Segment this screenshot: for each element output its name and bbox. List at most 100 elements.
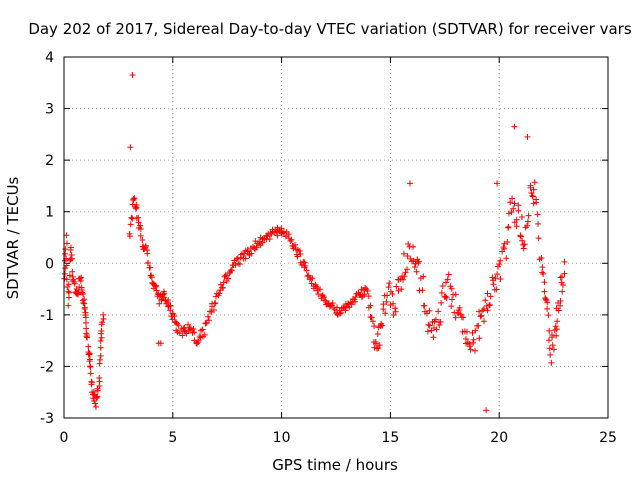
data-point (529, 192, 536, 199)
data-point (428, 327, 435, 334)
data-point (542, 296, 549, 303)
data-point (524, 222, 531, 229)
data-point (550, 346, 557, 353)
data-point (287, 238, 294, 245)
data-point (278, 225, 285, 232)
data-point (317, 286, 324, 293)
data-point (510, 205, 517, 212)
data-point (410, 257, 417, 264)
data-point (545, 312, 552, 319)
data-point (486, 302, 493, 309)
data-point (348, 301, 355, 308)
data-point (365, 293, 372, 300)
data-point (96, 375, 103, 382)
data-point (528, 190, 535, 197)
data-point (92, 400, 99, 407)
data-point (296, 248, 303, 255)
data-point (549, 342, 556, 349)
data-point (144, 250, 151, 257)
data-point (524, 133, 531, 140)
data-point (527, 182, 534, 189)
data-point (374, 330, 381, 337)
data-point (487, 293, 494, 300)
data-point (375, 344, 382, 351)
data-point (515, 207, 522, 214)
data-point (93, 394, 100, 401)
data-point (67, 246, 74, 253)
data-point (387, 302, 394, 309)
data-point (329, 300, 336, 307)
data-point (100, 311, 107, 318)
data-point (390, 312, 397, 319)
data-point (497, 257, 504, 264)
data-point (426, 307, 433, 314)
data-point (559, 282, 566, 289)
y-tick-label: 2 (45, 153, 54, 169)
data-point (463, 328, 470, 335)
data-point (62, 265, 69, 272)
data-point (80, 291, 87, 298)
data-point (505, 224, 512, 231)
data-point (511, 200, 518, 207)
data-point (466, 343, 473, 350)
data-point (472, 327, 479, 334)
data-point (411, 263, 418, 270)
data-point (341, 304, 348, 311)
data-point (420, 273, 427, 280)
data-point (559, 288, 566, 295)
data-point (504, 239, 511, 246)
data-point (535, 220, 542, 227)
data-point (508, 209, 515, 216)
data-point (384, 292, 391, 299)
data-point (288, 236, 295, 243)
data-point (367, 302, 374, 309)
data-point (137, 225, 144, 232)
y-tick-label: 3 (45, 102, 54, 118)
data-point (513, 216, 520, 223)
y-tick-label: -3 (40, 411, 54, 427)
data-point (220, 279, 227, 286)
data-point (156, 300, 163, 307)
data-point (173, 319, 180, 326)
data-point (171, 313, 178, 320)
data-point (191, 329, 198, 336)
data-point (274, 232, 281, 239)
x-tick-label: 20 (490, 430, 508, 446)
data-point (99, 319, 106, 326)
data-point (533, 196, 540, 203)
data-point (266, 236, 273, 243)
data-point (470, 336, 477, 343)
data-point (515, 202, 522, 209)
data-point (471, 347, 478, 354)
data-point (419, 287, 426, 294)
data-point (371, 323, 378, 330)
x-axis-label: GPS time / hours (272, 456, 398, 474)
data-point (205, 313, 212, 320)
data-point (216, 290, 223, 297)
data-point (302, 262, 309, 269)
data-point (321, 294, 328, 301)
data-point (549, 334, 556, 341)
data-point (128, 214, 135, 221)
data-point (373, 340, 380, 347)
data-point (535, 235, 542, 242)
data-point (130, 195, 137, 202)
data-point (553, 326, 560, 333)
data-point (87, 370, 94, 377)
y-axis-label: SDTVAR / TECUs (4, 176, 22, 299)
data-point (521, 241, 528, 248)
data-point (74, 290, 81, 297)
data-point (185, 321, 192, 328)
data-point (477, 313, 484, 320)
data-point (306, 276, 313, 283)
data-point (68, 255, 75, 262)
data-point (438, 289, 445, 296)
data-point (180, 325, 187, 332)
data-point (481, 318, 488, 325)
data-point (152, 283, 159, 290)
data-point (425, 321, 432, 328)
data-point (297, 251, 304, 258)
data-point (483, 407, 490, 414)
data-point (167, 302, 174, 309)
